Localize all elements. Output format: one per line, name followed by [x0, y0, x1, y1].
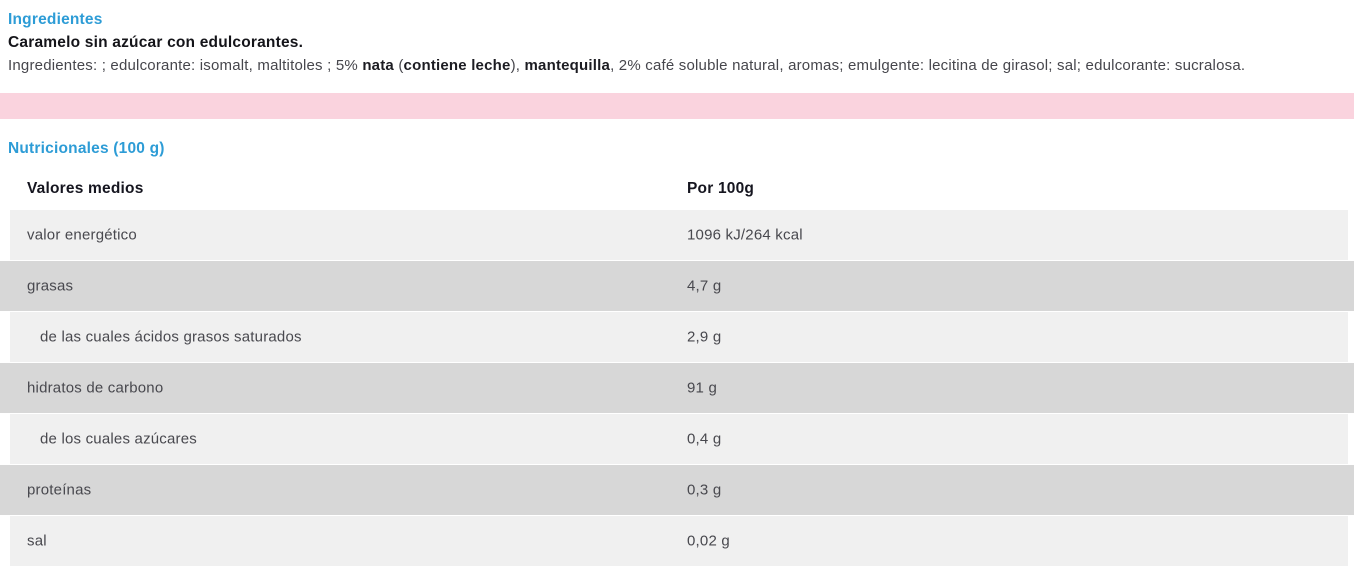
row-value: 4,7 g	[687, 277, 722, 295]
ingredient-fragment: Ingredientes: ; edulcorante: isomalt, ma…	[8, 57, 363, 74]
nutrition-table-header: Valores medios Por 100g	[0, 168, 1354, 210]
ingredients-section-title[interactable]: Ingredientes	[8, 11, 103, 28]
ingredient-fragment: (	[393, 57, 404, 74]
row-value: 0,02 g	[687, 532, 730, 550]
table-row: grasas 4,7 g	[0, 261, 1354, 311]
ingredients-section: Ingredientes Caramelo sin azúcar con edu…	[0, 0, 1354, 76]
nutrition-table-rows: valor energético 1096 kJ/264 kcal grasas 4,…	[0, 210, 1354, 566]
table-row: sal 0,02 g	[10, 516, 1348, 566]
ingredient-allergen: nata	[362, 57, 394, 74]
row-value: 0,3 g	[687, 481, 722, 499]
ingredient-allergen: mantequilla	[524, 57, 611, 74]
header-per-100g-label: Por 100g	[687, 180, 755, 197]
row-label: de las cuales ácidos grasos saturados	[40, 328, 302, 346]
table-row: hidratos de carbono 91 g	[0, 363, 1354, 413]
nutrition-table: Valores medios Por 100g valor energético…	[0, 168, 1354, 566]
row-label: grasas	[27, 277, 74, 295]
row-value: 91 g	[687, 379, 717, 397]
row-label: de los cuales azúcares	[40, 430, 197, 448]
row-value: 2,9 g	[687, 328, 722, 346]
nutrition-section: Nutricionales (100 g) Valores medios Por…	[0, 119, 1354, 566]
row-value: 1096 kJ/264 kcal	[687, 226, 803, 244]
table-row: proteínas 0,3 g	[0, 465, 1354, 515]
ingredients-text: Ingredientes: ; edulcorante: isomalt, ma…	[8, 56, 1346, 76]
row-label: hidratos de carbono	[27, 379, 164, 397]
ingredient-allergen: contiene leche	[403, 57, 511, 74]
ingredient-fragment: ),	[510, 57, 525, 74]
row-label: valor energético	[27, 226, 137, 244]
pink-divider-band	[0, 93, 1354, 119]
table-row: de las cuales ácidos grasos saturados 2,9…	[10, 312, 1348, 362]
row-label: proteínas	[27, 481, 92, 499]
row-value: 0,4 g	[687, 430, 722, 448]
header-values-label: Valores medios	[27, 180, 144, 197]
table-row: de los cuales azúcares 0,4 g	[10, 414, 1348, 464]
ingredient-fragment: , 2% café soluble natural, aromas; emulg…	[610, 57, 1246, 74]
table-row: valor energético 1096 kJ/264 kcal	[10, 210, 1348, 260]
nutrition-section-title[interactable]: Nutricionales (100 g)	[8, 140, 165, 157]
product-description: Caramelo sin azúcar con edulcorantes.	[8, 34, 304, 51]
row-label: sal	[27, 532, 47, 550]
